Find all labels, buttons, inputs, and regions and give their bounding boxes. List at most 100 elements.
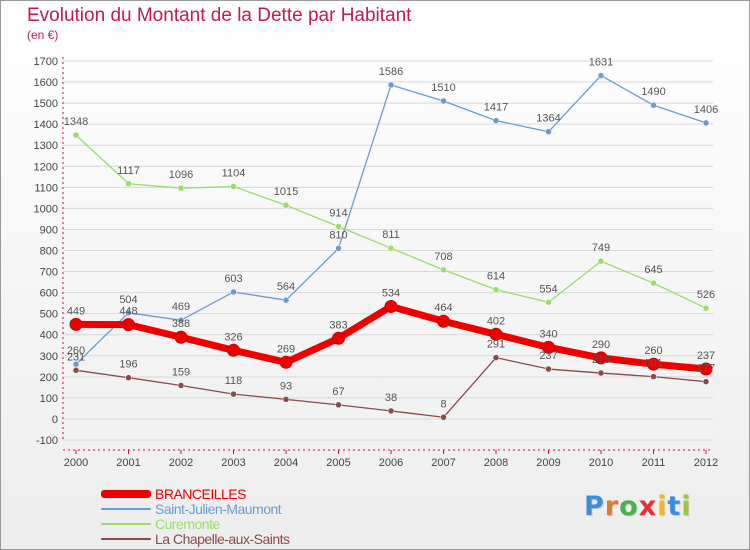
data-point xyxy=(702,119,710,127)
data-label: 1417 xyxy=(484,102,508,114)
data-point xyxy=(335,223,342,230)
data-label: 402 xyxy=(487,315,505,327)
data-point xyxy=(702,304,710,312)
y-tick-label: 1400 xyxy=(34,119,58,131)
data-point xyxy=(492,354,500,361)
x-tick-label: 2004 xyxy=(274,457,298,469)
data-point xyxy=(437,314,450,328)
data-point xyxy=(597,257,605,265)
y-tick-label: 1700 xyxy=(34,56,58,68)
data-label: 1117 xyxy=(117,165,140,177)
y-tick-label: 900 xyxy=(40,224,58,236)
data-point xyxy=(647,357,660,371)
data-label: 237 xyxy=(697,350,715,362)
data-label: 1406 xyxy=(694,104,718,116)
series-line-0 xyxy=(72,303,710,373)
data-point xyxy=(489,327,503,341)
data-point xyxy=(387,244,395,252)
y-tick-label: 1500 xyxy=(34,98,58,110)
data-point xyxy=(177,382,185,389)
data-point xyxy=(440,414,447,421)
series-line-1 xyxy=(75,74,707,365)
legend-swatch xyxy=(101,489,151,498)
data-label: 177 xyxy=(697,363,715,375)
data-point xyxy=(650,373,657,380)
data-label: 1490 xyxy=(641,86,665,98)
legend-item: La Chapelle-aux-Saints xyxy=(101,531,290,547)
y-tick-label: 1300 xyxy=(34,140,58,152)
data-point xyxy=(335,245,342,252)
y-tick-label: 400 xyxy=(40,330,58,342)
data-label: 260 xyxy=(67,345,85,357)
data-point xyxy=(545,365,552,373)
data-label: 449 xyxy=(67,305,85,317)
data-label: 159 xyxy=(172,366,190,378)
data-label: 645 xyxy=(644,264,662,276)
data-point xyxy=(387,407,395,415)
data-label: 1015 xyxy=(274,186,298,198)
data-label: 614 xyxy=(487,271,505,283)
data-label: 603 xyxy=(224,273,242,285)
x-tick-label: 2009 xyxy=(536,457,560,469)
x-tick-label: 2001 xyxy=(116,457,140,469)
data-point xyxy=(545,128,552,135)
data-point xyxy=(230,390,237,398)
logo-letter: o xyxy=(619,491,639,522)
data-point xyxy=(72,367,80,374)
data-label: 1586 xyxy=(379,66,403,78)
data-label: 504 xyxy=(119,294,137,306)
y-tick-label: 200 xyxy=(40,372,58,384)
x-tick-label: 2008 xyxy=(484,457,508,469)
data-label: 1104 xyxy=(222,167,246,179)
data-label: 1348 xyxy=(64,116,88,128)
legend-item: Saint-Julien-Maumont xyxy=(101,501,290,517)
proxiti-logo: Proxiti xyxy=(584,491,692,522)
data-label: 38 xyxy=(385,392,397,404)
y-tick-label: 600 xyxy=(40,288,58,300)
data-label: 237 xyxy=(539,350,557,362)
data-label: 218 xyxy=(592,354,610,366)
series-line-2 xyxy=(75,134,707,309)
data-point xyxy=(650,101,657,109)
chart-title: Evolution du Montant de la Dette par Hab… xyxy=(27,5,412,26)
data-label: 749 xyxy=(592,242,610,254)
y-tick-label: 1100 xyxy=(34,182,58,194)
data-point xyxy=(279,355,293,369)
data-label: 388 xyxy=(172,318,190,330)
data-label: 201 xyxy=(644,358,662,370)
legend-item: Curemonte xyxy=(101,515,290,532)
data-label: 554 xyxy=(539,283,557,295)
data-label: 810 xyxy=(329,229,347,241)
data-point xyxy=(177,316,185,324)
data-label: 469 xyxy=(172,301,190,313)
data-label: 1364 xyxy=(536,113,560,125)
data-label: 564 xyxy=(277,281,295,293)
logo-letter: t xyxy=(667,491,682,522)
data-point xyxy=(227,343,240,357)
legend-item: BRANCEILLES xyxy=(101,486,290,502)
data-label: 8 xyxy=(440,398,446,410)
data-label: 1631 xyxy=(589,57,613,69)
data-label: 914 xyxy=(329,207,347,219)
logo-letter: x xyxy=(638,491,658,522)
y-tick-label: 1600 xyxy=(34,77,58,89)
data-point xyxy=(282,201,290,209)
x-tick-label: 2002 xyxy=(169,457,193,469)
data-point xyxy=(384,300,398,314)
y-tick-label: 100 xyxy=(40,393,58,405)
data-point xyxy=(72,131,80,139)
data-point xyxy=(702,378,710,385)
legend-label: Curemonte xyxy=(155,515,220,532)
data-label: 811 xyxy=(382,229,400,241)
data-label: 231 xyxy=(67,351,85,363)
y-tick-label: 1200 xyxy=(34,161,58,173)
x-tick-label: 2012 xyxy=(694,457,718,469)
data-point xyxy=(597,72,605,79)
data-point xyxy=(387,81,395,89)
data-label: 708 xyxy=(434,251,452,263)
data-point xyxy=(122,318,135,332)
data-label: 526 xyxy=(697,289,715,301)
data-point xyxy=(177,184,185,192)
